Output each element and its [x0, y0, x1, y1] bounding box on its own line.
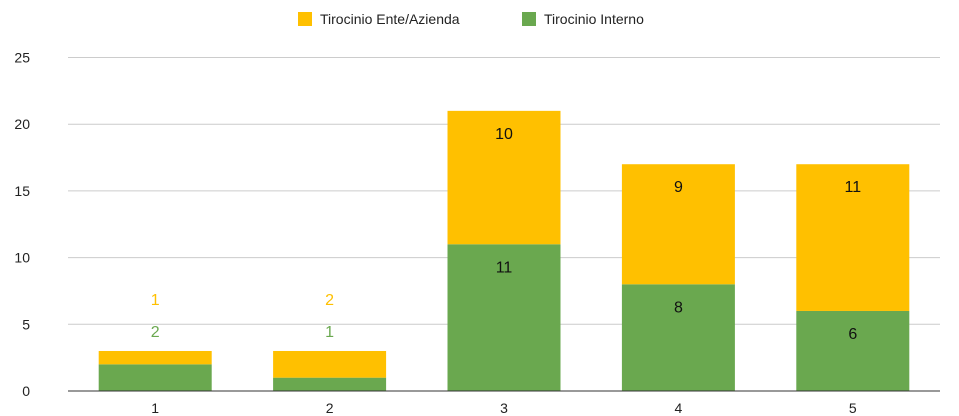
x-tick-label: 4 — [675, 400, 683, 416]
bars — [98, 110, 910, 391]
data-label-interno: 2 — [151, 324, 160, 341]
y-tick-label: 0 — [22, 383, 30, 399]
legend-label: Tirocinio Interno — [544, 11, 644, 27]
bar-ente-azienda — [447, 110, 561, 245]
legend-swatch — [298, 12, 312, 26]
bar-interno — [98, 364, 212, 391]
bar-interno — [796, 310, 910, 391]
bar-ente-azienda — [796, 164, 910, 311]
data-label-interno: 11 — [496, 259, 513, 276]
data-label-ente-azienda: 2 — [325, 292, 334, 309]
data-label-ente-azienda: 10 — [495, 126, 513, 143]
bar-ente-azienda — [98, 350, 212, 365]
data-label-interno: 1 — [325, 324, 334, 341]
data-label-ente-azienda: 1 — [151, 292, 160, 309]
y-tick-label: 5 — [22, 316, 30, 332]
x-tick-label: 5 — [849, 400, 857, 416]
y-tick-label: 25 — [14, 50, 30, 66]
bar-interno — [447, 244, 561, 391]
y-tick-label: 10 — [14, 250, 30, 266]
bar-ente-azienda — [273, 350, 387, 378]
legend-label: Tirocinio Ente/Azienda — [320, 11, 460, 27]
bar-interno — [621, 284, 735, 391]
bar-ente-azienda — [621, 164, 735, 285]
data-label-interno: 8 — [674, 299, 683, 316]
data-label-interno: 6 — [848, 326, 857, 343]
legend: Tirocinio Ente/Azienda Tirocinio Interno — [298, 11, 644, 27]
legend-swatch — [522, 12, 536, 26]
bar-interno — [273, 377, 387, 391]
axes: 0 5 10 15 20 25 1 2 3 4 5 — [14, 50, 940, 416]
y-tick-label: 15 — [14, 183, 30, 199]
x-tick-label: 1 — [151, 400, 159, 416]
data-label-ente-azienda: 9 — [674, 179, 683, 196]
y-tick-label: 20 — [14, 116, 30, 132]
x-tick-label: 3 — [500, 400, 508, 416]
x-tick-label: 2 — [326, 400, 334, 416]
data-label-ente-azienda: 11 — [844, 179, 861, 196]
